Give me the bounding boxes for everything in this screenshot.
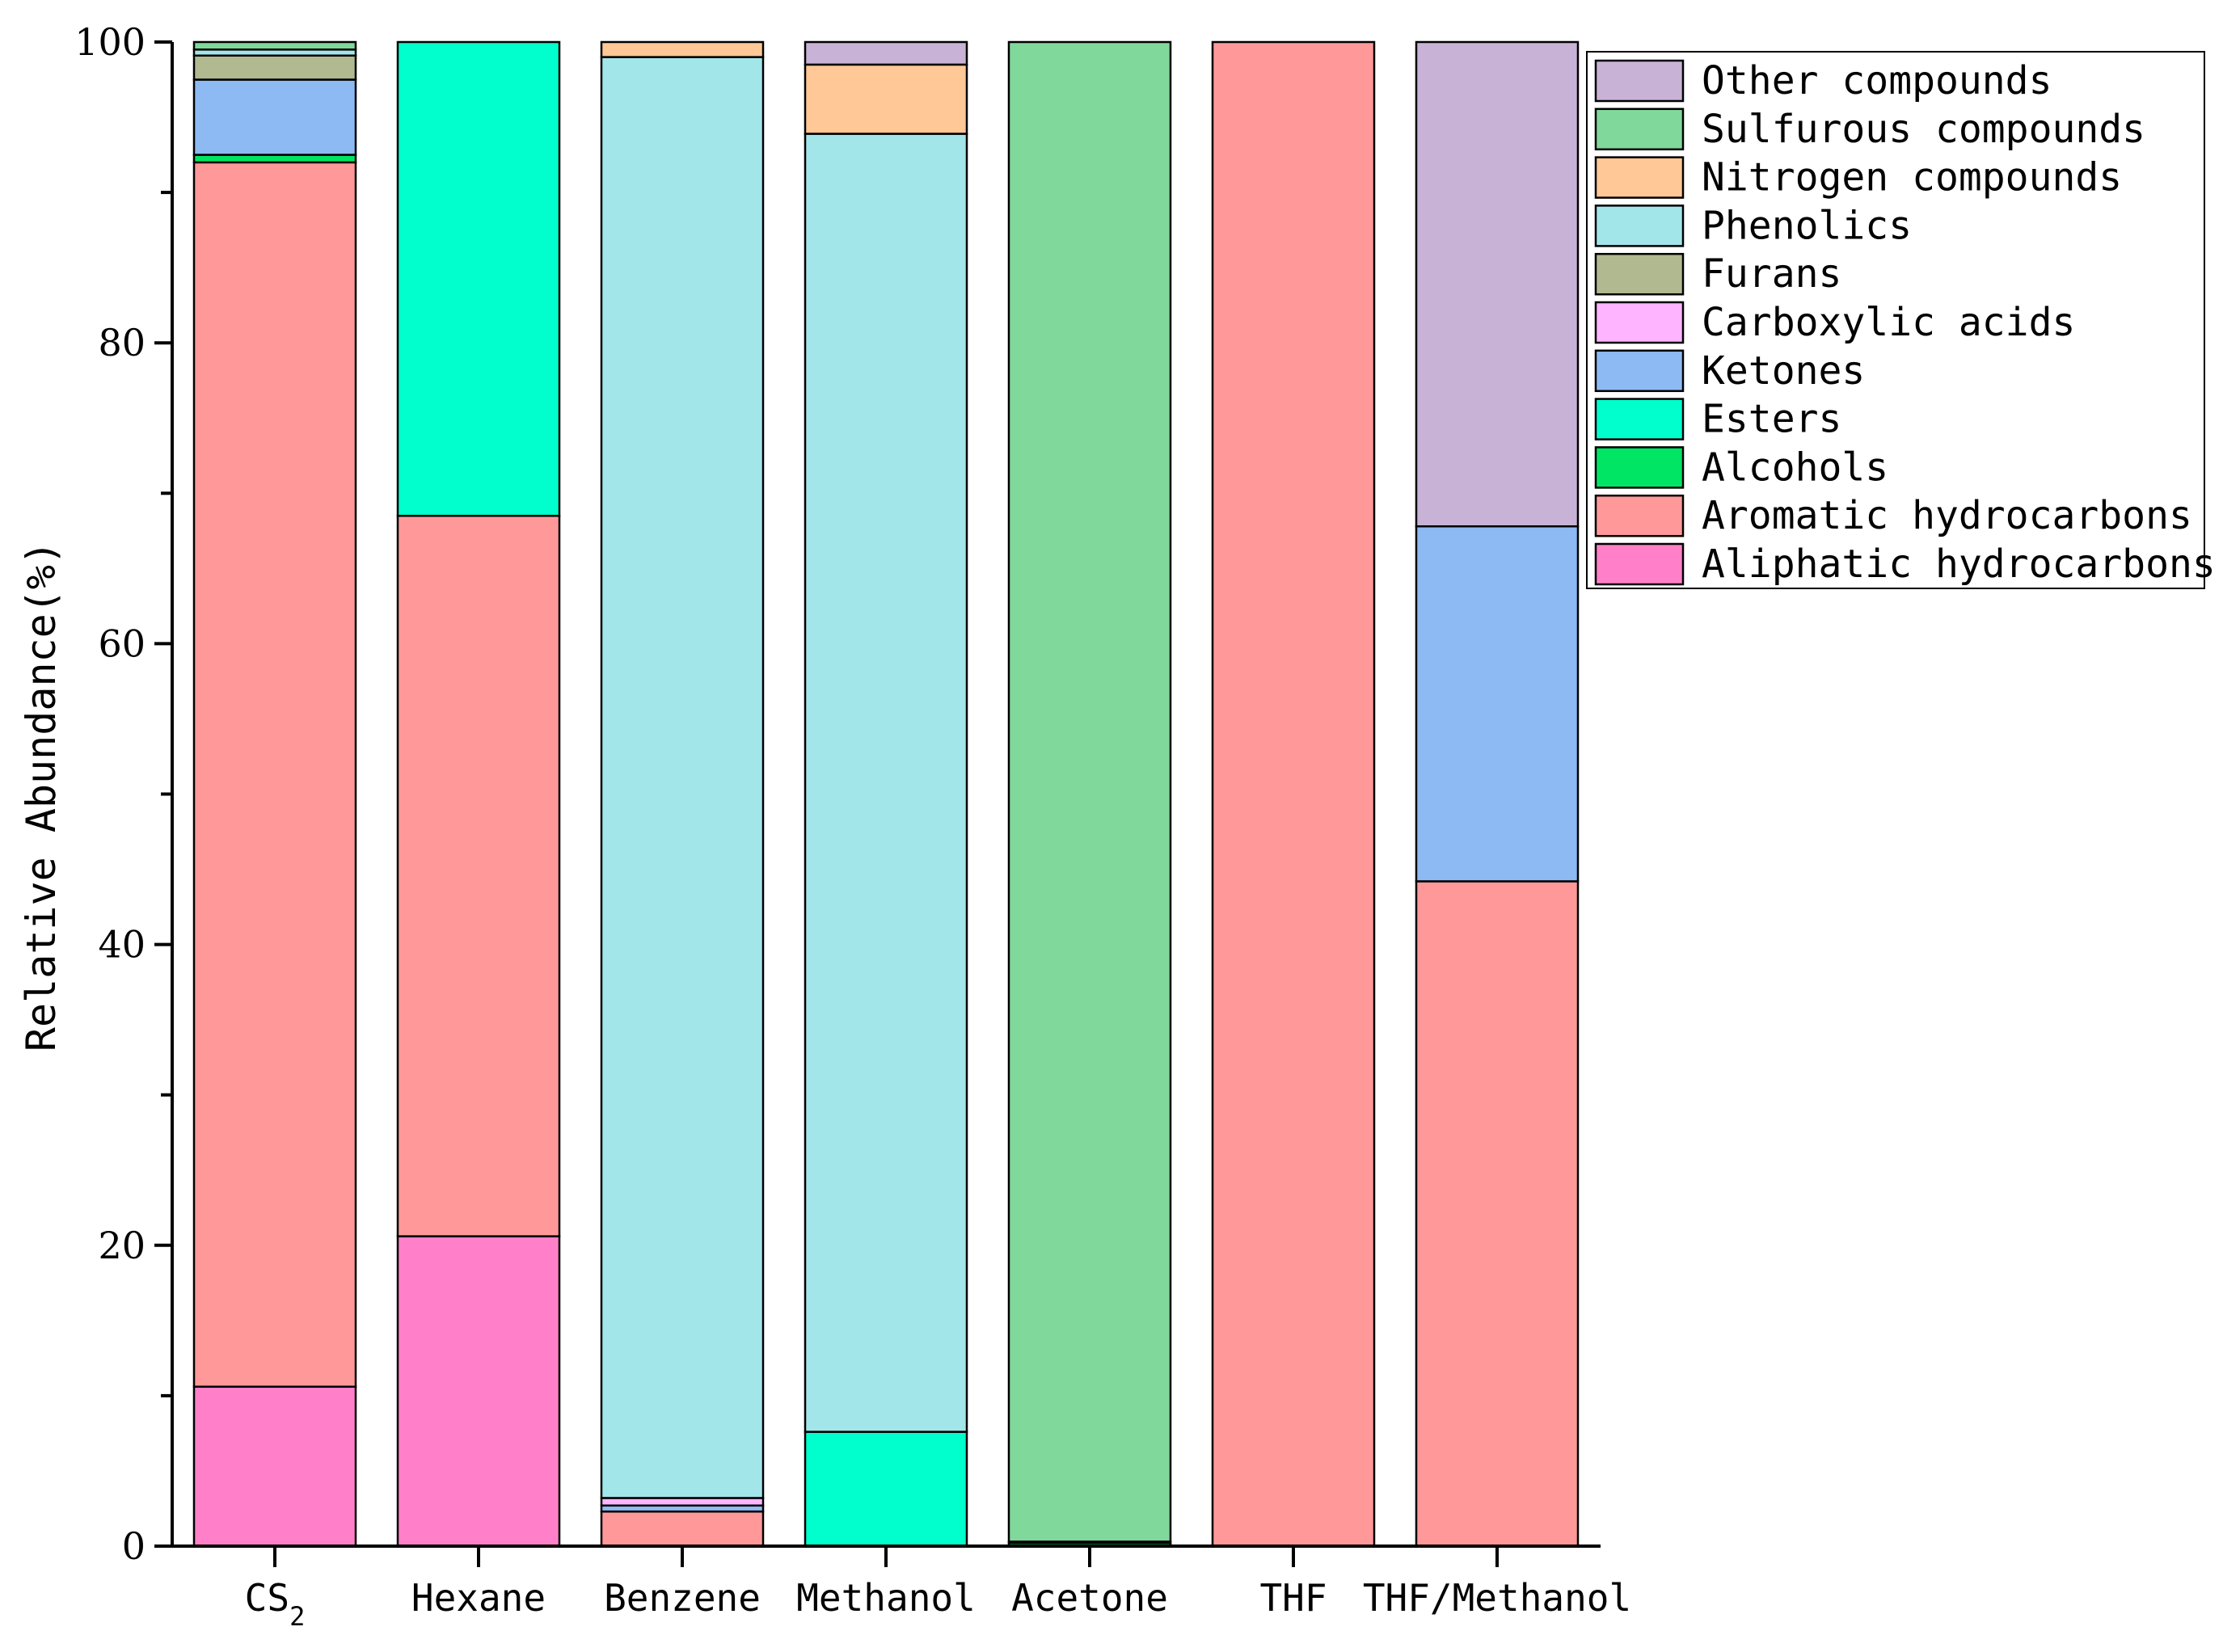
bar-segment (804, 63, 968, 135)
y-tick-label: 100 (74, 20, 146, 64)
bar-group (1211, 40, 1376, 1548)
legend-label: Esters (1702, 397, 1841, 442)
x-tick-label: CS2 (245, 1576, 306, 1632)
legend-item: Aromatic hydrocarbons (1594, 493, 2192, 538)
legend-item: Nitrogen compounds (1594, 155, 2122, 200)
legend-label: Other compounds (1702, 58, 2052, 103)
legend-swatch (1594, 156, 1685, 199)
legend-item: Other compounds (1594, 58, 2052, 103)
x-tick-label: Hexane (411, 1576, 546, 1620)
bar-segment (396, 1235, 561, 1548)
bar-segment (1007, 40, 1172, 1543)
y-tick-label: 0 (122, 1524, 146, 1568)
legend-label: Furans (1702, 251, 1841, 297)
y-tick-label: 40 (98, 923, 146, 967)
legend-swatch (1594, 494, 1685, 537)
bar-group (1415, 40, 1580, 1548)
bar-segment (804, 1431, 968, 1548)
bar-segment (192, 161, 357, 1388)
x-tick-label: Methanol (796, 1576, 976, 1620)
legend-swatch (1594, 398, 1685, 440)
x-tick-label: THF/Methanol (1363, 1576, 1631, 1620)
bar-segment (600, 1497, 765, 1507)
legend-item: Ketones (1594, 348, 1865, 394)
bar-group (600, 40, 765, 1548)
legend-swatch (1594, 204, 1685, 247)
bars-layer (192, 40, 1580, 1548)
legend-item: Carboxylic acids (1594, 300, 2075, 345)
bar-segment (192, 54, 357, 81)
legend-item: Sulfurous compounds (1594, 107, 2145, 152)
bar-segment (396, 40, 561, 517)
x-tick-label: Acetone (1011, 1576, 1168, 1620)
legend-item: Alcohols (1594, 445, 1888, 490)
legend-item: Furans (1594, 251, 1841, 297)
bar-segment (1211, 40, 1376, 1548)
legend-label: Nitrogen compounds (1702, 155, 2122, 200)
bar-segment (1415, 525, 1580, 883)
legend-box (1586, 51, 2205, 589)
legend-label: Alcohols (1702, 445, 1888, 490)
x-tick-label: THF (1259, 1576, 1327, 1620)
bar-segment (804, 40, 968, 66)
y-tick-label: 80 (98, 321, 146, 365)
legend-item: Phenolics (1594, 203, 1912, 248)
legend-swatch (1594, 107, 1685, 151)
bar-group (1007, 40, 1172, 1548)
y-axis-title: Relative Abundance(%) (18, 541, 65, 1051)
bar-group (192, 40, 357, 1548)
legend-swatch (1594, 59, 1685, 103)
legend-item: Aliphatic hydrocarbons (1594, 542, 2216, 587)
bar-segment (600, 40, 765, 58)
legend-label: Aromatic hydrocarbons (1702, 493, 2192, 538)
bar-group (804, 40, 968, 1548)
legend-item: Esters (1594, 397, 1841, 442)
bar-segment (192, 154, 357, 164)
legend-label: Aliphatic hydrocarbons (1702, 542, 2216, 587)
legend-swatch (1594, 349, 1685, 393)
bar-segment (192, 40, 357, 51)
legend-label: Sulfurous compounds (1702, 107, 2145, 152)
x-tick-label: Benzene (604, 1576, 761, 1620)
legend-swatch (1594, 252, 1685, 296)
bar-segment (192, 78, 357, 156)
legend-swatch (1594, 301, 1685, 344)
x-tick-subscript: 2 (289, 1601, 305, 1632)
bar-segment (1415, 40, 1580, 528)
bar-segment (600, 56, 765, 1499)
legend-swatch (1594, 542, 1685, 586)
bar-segment (396, 514, 561, 1237)
legend-label: Phenolics (1702, 203, 1912, 248)
legend-label: Ketones (1702, 348, 1865, 394)
bar-segment (1415, 880, 1580, 1548)
bar-segment (192, 1385, 357, 1548)
y-tick-label: 20 (98, 1224, 146, 1267)
legend-label: Carboxylic acids (1702, 300, 2075, 345)
bar-group (396, 40, 561, 1548)
bar-segment (804, 133, 968, 1433)
legend-swatch (1594, 446, 1685, 489)
bar-segment (600, 1510, 765, 1548)
y-tick-label: 60 (98, 622, 146, 665)
